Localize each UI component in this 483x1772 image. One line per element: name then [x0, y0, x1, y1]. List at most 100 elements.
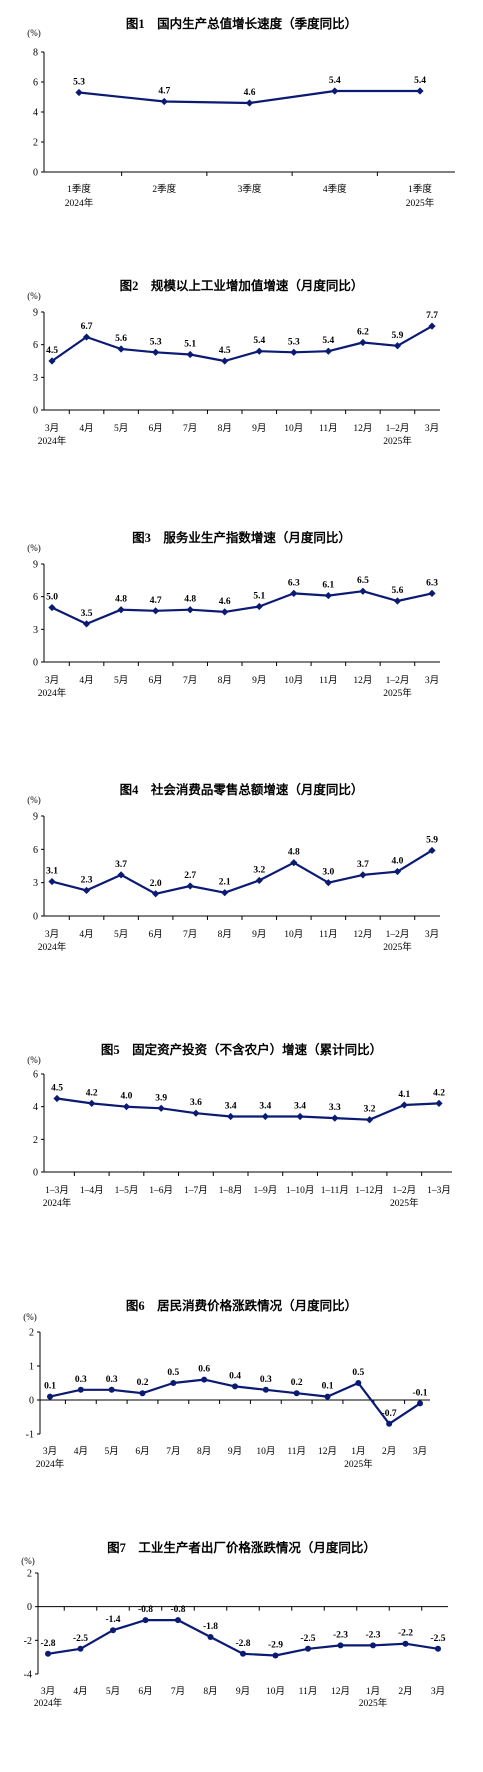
data-label: 4.0 [121, 1092, 133, 1102]
x-tick-label: 1月 [351, 1446, 365, 1457]
y-tick-label: -2 [24, 1636, 32, 1647]
data-point [201, 1376, 208, 1383]
x-tick-label: 12月 [353, 929, 372, 940]
chart-svg: 图1 国内生产总值增长速度（季度同比） (%) 0 2 4 6 8 1季度 2季度 3季度 4季度 1… [27, 16, 455, 209]
y-tick-label: 2 [33, 1135, 38, 1146]
x-tick-label: 3月 [413, 1446, 427, 1457]
data-label: 0.5 [167, 1368, 179, 1378]
data-point [110, 1627, 116, 1634]
data-label: 0.5 [352, 1368, 364, 1378]
x-tick-label: 3月 [45, 423, 59, 434]
x-tick-label: 10月 [284, 929, 303, 940]
data-point [186, 882, 194, 890]
data-point [117, 345, 125, 353]
x-tick-label: 12月 [331, 1686, 350, 1697]
x-tick-label: 5月 [114, 929, 128, 940]
y-tick-label: 3 [33, 373, 38, 384]
data-point [186, 350, 194, 359]
chart-svg: 图2 规模以上工业增加值增速（月度同比） (%) 0 3 6 9 3月 4月 5月 6月 7月 8月 9… [27, 278, 440, 447]
data-point [393, 342, 402, 350]
data-label: 3.4 [259, 1101, 271, 1111]
data-point [290, 589, 298, 597]
x-tick-label: 1–11月 [321, 1185, 349, 1196]
data-point [416, 87, 424, 95]
data-label: 3.2 [253, 865, 265, 875]
data-label: 4.6 [244, 88, 256, 98]
x-tick-label: 7月 [166, 1446, 180, 1457]
data-point [290, 348, 298, 356]
y-tick-label: 6 [33, 1070, 38, 1081]
data-point [139, 1390, 146, 1397]
y-tick-label: 0 [27, 1602, 32, 1613]
year-label: 2025年 [383, 687, 412, 699]
x-tick-label: 5月 [114, 675, 128, 686]
x-tick-label: 3月 [425, 423, 439, 434]
x-tick-label: 10月 [266, 1686, 285, 1697]
x-tick-label: 3月 [43, 1446, 57, 1457]
data-point [240, 1650, 246, 1657]
data-point [393, 597, 402, 605]
x-tick-label: 2月 [382, 1446, 396, 1457]
chart-svg: 图3 服务业生产指数增速（月度同比） (%) 0 3 6 9 3月 4月 5月 6月 7月 8月 9月 1… [27, 530, 440, 699]
y-tick-label: 2 [29, 1328, 34, 1339]
data-point [117, 606, 125, 614]
chart-ppi: 图7 工业生产者出厂价格涨跌情况（月度同比） (%) -4 -2 0 2 3月 4月 5月 6月 7… [0, 1532, 483, 1772]
chart-title: 图6 居民消费价格涨跌情况（月度同比） [126, 1298, 357, 1313]
x-tick-label: 5月 [114, 423, 128, 434]
data-point [207, 1633, 214, 1640]
data-point [324, 1393, 331, 1400]
x-tick-label: 1–12月 [355, 1185, 384, 1196]
data-label: 2.7 [184, 871, 196, 881]
x-tick-label: 3季度 [238, 183, 262, 195]
data-label: 3.9 [155, 1093, 167, 1103]
data-point [48, 603, 56, 612]
x-tick-label: 1–3月 [45, 1185, 69, 1196]
data-label: -2.5 [300, 1634, 315, 1644]
chart-retail-sales: 图4 社会消费品零售总额增速（月度同比） (%) 0 3 6 9 3月 4月 5月 6月 7月 8月 9… [0, 776, 483, 1041]
data-label: 2.3 [81, 875, 93, 885]
y-tick-label: 4 [33, 108, 38, 119]
x-tick-label: 1–9月 [253, 1185, 277, 1196]
data-point [152, 607, 160, 615]
data-label: 5.1 [184, 339, 196, 349]
data-point [175, 1617, 181, 1624]
data-label: 3.6 [190, 1098, 202, 1108]
data-point [255, 602, 263, 611]
series-line [51, 325, 433, 363]
x-tick-label: 1–2月 [386, 675, 410, 686]
data-label: -2.3 [365, 1630, 380, 1640]
year-label: 2024年 [38, 687, 67, 699]
y-tick-label: 0 [33, 406, 38, 417]
data-point [45, 1650, 51, 1657]
data-label: 4.8 [184, 595, 196, 605]
y-unit-label: (%) [21, 1556, 35, 1566]
chart-svg: 图5 固定资产投资（不含农户）增速（累计同比） (%) 0 2 4 6 1–3月 1–4月 1–… [27, 1042, 452, 1209]
data-label: 0.3 [75, 1375, 87, 1385]
data-point [77, 1645, 84, 1652]
x-tick-label: 12月 [318, 1446, 337, 1457]
data-label: 2.1 [219, 878, 231, 888]
data-point [77, 1386, 84, 1393]
data-label: 3.3 [329, 1103, 341, 1113]
y-unit-label: (%) [23, 1312, 37, 1322]
year-label: 2024年 [38, 941, 67, 953]
x-tick-label: 3月 [45, 929, 59, 940]
x-tick-label: 11月 [319, 929, 338, 940]
x-tick-label: 12月 [353, 675, 372, 686]
y-tick-label: 2 [33, 138, 38, 149]
data-label: 5.3 [73, 78, 85, 88]
x-tick-label: 3月 [431, 1686, 445, 1697]
x-tick-label: 6月 [138, 1686, 152, 1697]
y-tick-label: 0 [33, 1168, 38, 1179]
y-tick-label: 9 [33, 560, 38, 571]
x-tick-label: 1–7月 [184, 1185, 208, 1196]
data-point [152, 890, 160, 898]
y-tick-label: -4 [24, 1670, 32, 1681]
x-tick-label: 3月 [425, 929, 439, 940]
y-tick-label: 6 [33, 340, 38, 351]
year-label: 2024年 [34, 1697, 63, 1709]
data-label: 3.0 [322, 868, 334, 878]
data-point [337, 1642, 344, 1649]
x-tick-label: 6月 [149, 929, 163, 940]
y-tick-label: 2 [27, 1569, 32, 1580]
